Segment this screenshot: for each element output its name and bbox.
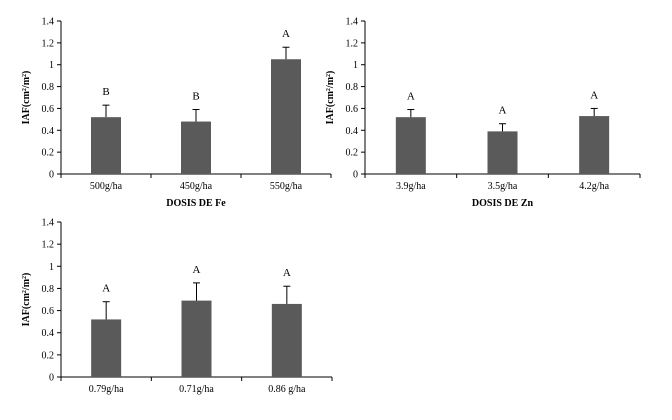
bar: [91, 319, 122, 377]
chart-panel-1: 0 0.2 0.4 0.6 0.8 1 1.2 1.4 B 500g/ha B 450g/ha A 550…: [21, 17, 332, 209]
y-tick-label: 1.2: [42, 38, 55, 49]
bar: [181, 121, 211, 174]
chart-panel-3: 0 0.2 0.4 0.6 0.8 1 1.2 1.4 A 0.79g/ha A 0.71g/ha A 0…: [21, 218, 333, 395]
y-tick-label: 0.8: [42, 82, 55, 93]
y-tick-label: 0: [49, 373, 54, 384]
y-tick-label: 0.2: [42, 148, 55, 159]
x-category-label: 450g/ha: [180, 181, 213, 192]
bar: [271, 59, 301, 174]
significance-letter: A: [407, 91, 415, 103]
y-tick-label: 0.2: [42, 350, 55, 361]
y-axis-title: IAF(cm2/m2): [21, 71, 32, 125]
y-tick-label: 1.2: [346, 38, 359, 49]
significance-letter: A: [282, 28, 290, 40]
x-category-label: 3.9g/ha: [396, 181, 426, 192]
bar: [181, 300, 212, 377]
y-tick-label: 0.6: [346, 104, 359, 115]
x-category-label: 0.86 g/ha: [268, 384, 306, 395]
y-tick-label: 0.4: [346, 126, 359, 137]
y-tick-label: 1.4: [42, 218, 55, 229]
significance-letter: B: [192, 91, 199, 103]
y-tick-label: 0.4: [42, 126, 55, 137]
y-axis-title: IAF(cm2/m2): [325, 71, 336, 125]
x-axis-title: DOSIS DE Fe: [166, 198, 226, 209]
significance-letter: A: [499, 105, 507, 117]
significance-letter: A: [102, 283, 110, 295]
y-tick-label: 0: [353, 170, 358, 181]
significance-letter: B: [102, 86, 109, 98]
x-category-label: 4.2g/ha: [579, 181, 609, 192]
y-tick-label: 1.2: [42, 240, 55, 251]
y-tick-label: 0.6: [42, 104, 55, 115]
y-tick-label: 1: [353, 60, 358, 71]
significance-letter: A: [590, 89, 598, 101]
y-tick-label: 0.6: [42, 306, 55, 317]
bar: [91, 117, 121, 174]
x-category-label: 3.5g/ha: [488, 181, 518, 192]
bar: [579, 116, 610, 174]
x-category-label: 0.79g/ha: [89, 384, 124, 395]
y-tick-label: 1: [49, 60, 54, 71]
y-axis-title: IAF(cm2/m2): [21, 273, 32, 327]
chart-panel-2: 0 0.2 0.4 0.6 0.8 1 1.2 1.4 A 3.9g/ha A 3.5g/ha A 4.2…: [325, 17, 641, 209]
y-tick-label: 0: [49, 170, 54, 181]
significance-letter: A: [283, 267, 291, 279]
y-tick-label: 1: [49, 262, 54, 273]
bar: [395, 117, 426, 174]
y-tick-label: 0.4: [42, 328, 55, 339]
y-tick-label: 1.4: [346, 17, 359, 28]
x-category-label: 0.71g/ha: [179, 384, 214, 395]
x-category-label: 500g/ha: [90, 181, 123, 192]
y-tick-label: 0.8: [42, 284, 55, 295]
bar: [487, 131, 518, 174]
x-axis-title: DOSIS DE Zn: [472, 198, 534, 209]
y-tick-label: 0.8: [346, 82, 359, 93]
y-tick-label: 1.4: [42, 17, 55, 28]
significance-letter: A: [193, 264, 201, 276]
bar: [271, 303, 302, 377]
x-category-label: 550g/ha: [270, 181, 303, 192]
y-tick-label: 0.2: [346, 148, 359, 159]
